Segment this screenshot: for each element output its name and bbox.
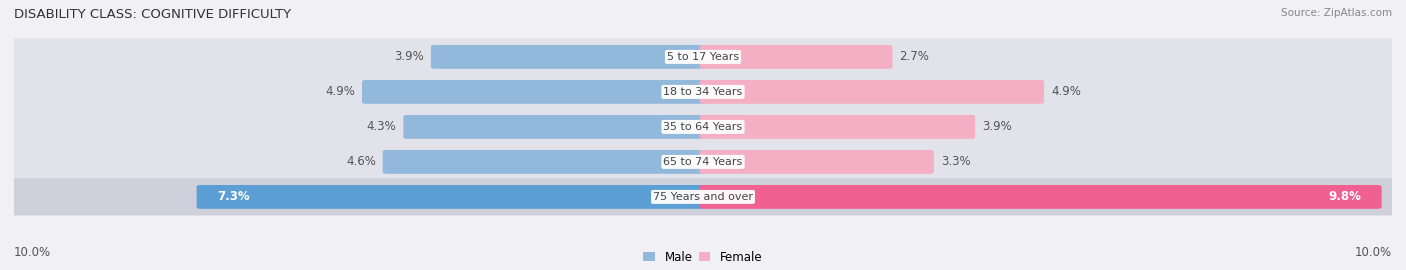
- Text: 10.0%: 10.0%: [14, 246, 51, 259]
- FancyBboxPatch shape: [6, 73, 1400, 110]
- Text: 5 to 17 Years: 5 to 17 Years: [666, 52, 740, 62]
- Text: 2.7%: 2.7%: [900, 50, 929, 63]
- FancyBboxPatch shape: [6, 178, 1400, 215]
- Text: DISABILITY CLASS: COGNITIVE DIFFICULTY: DISABILITY CLASS: COGNITIVE DIFFICULTY: [14, 8, 291, 21]
- FancyBboxPatch shape: [700, 150, 934, 174]
- FancyBboxPatch shape: [382, 150, 706, 174]
- Text: 3.3%: 3.3%: [941, 156, 970, 168]
- Text: 4.6%: 4.6%: [346, 156, 375, 168]
- FancyBboxPatch shape: [361, 80, 706, 104]
- FancyBboxPatch shape: [700, 80, 1045, 104]
- Text: 4.3%: 4.3%: [367, 120, 396, 133]
- Text: 3.9%: 3.9%: [981, 120, 1012, 133]
- Text: 4.9%: 4.9%: [325, 85, 356, 98]
- Legend: Male, Female: Male, Female: [638, 246, 768, 268]
- Text: 7.3%: 7.3%: [218, 190, 250, 203]
- FancyBboxPatch shape: [6, 143, 1400, 180]
- FancyBboxPatch shape: [700, 115, 976, 139]
- Text: 75 Years and over: 75 Years and over: [652, 192, 754, 202]
- FancyBboxPatch shape: [430, 45, 706, 69]
- Text: 10.0%: 10.0%: [1355, 246, 1392, 259]
- Text: 9.8%: 9.8%: [1329, 190, 1361, 203]
- FancyBboxPatch shape: [6, 38, 1400, 75]
- Text: 4.9%: 4.9%: [1050, 85, 1081, 98]
- FancyBboxPatch shape: [6, 108, 1400, 146]
- Text: 35 to 64 Years: 35 to 64 Years: [664, 122, 742, 132]
- FancyBboxPatch shape: [197, 185, 706, 209]
- FancyBboxPatch shape: [700, 45, 893, 69]
- FancyBboxPatch shape: [404, 115, 706, 139]
- Text: 18 to 34 Years: 18 to 34 Years: [664, 87, 742, 97]
- Text: 65 to 74 Years: 65 to 74 Years: [664, 157, 742, 167]
- FancyBboxPatch shape: [700, 185, 1382, 209]
- Text: Source: ZipAtlas.com: Source: ZipAtlas.com: [1281, 8, 1392, 18]
- Text: 3.9%: 3.9%: [394, 50, 425, 63]
